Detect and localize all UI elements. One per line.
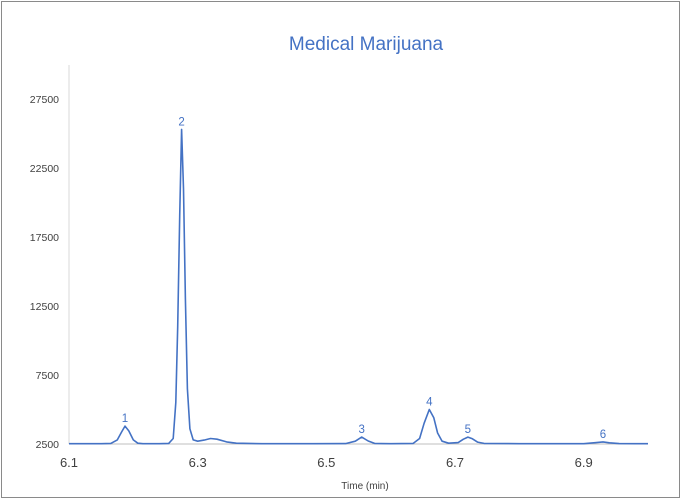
chart-title: Medical Marijuana xyxy=(289,34,444,55)
y-tick-label: 7500 xyxy=(36,370,60,382)
peak-label: 6 xyxy=(600,429,606,441)
y-tick-label: 2500 xyxy=(36,439,60,451)
x-axis-ticks: 6.1 6.3 6.5 6.7 6.9 xyxy=(60,455,593,470)
x-tick-label: 6.9 xyxy=(575,455,593,470)
x-tick-label: 6.7 xyxy=(446,455,464,470)
peak-label: 3 xyxy=(359,424,365,436)
x-tick-label: 6.3 xyxy=(189,455,207,470)
x-tick-label: 6.5 xyxy=(317,455,335,470)
y-tick-label: 27500 xyxy=(30,94,59,106)
y-axis-ticks: 2500 7500 12500 17500 22500 27500 xyxy=(30,94,59,451)
x-tick-label: 6.1 xyxy=(60,455,78,470)
peak-label: 2 xyxy=(178,116,184,128)
x-axis-title: Time (min) xyxy=(341,481,388,492)
peak-label: 5 xyxy=(465,424,471,436)
peak-labels: 1 2 3 4 5 6 xyxy=(122,116,606,441)
y-tick-label: 22500 xyxy=(30,163,59,175)
y-tick-label: 17500 xyxy=(30,232,59,244)
chromatogram-trace xyxy=(69,128,649,445)
peak-label: 4 xyxy=(426,397,433,409)
peak-label: 1 xyxy=(122,413,128,425)
y-tick-label: 12500 xyxy=(30,301,59,313)
